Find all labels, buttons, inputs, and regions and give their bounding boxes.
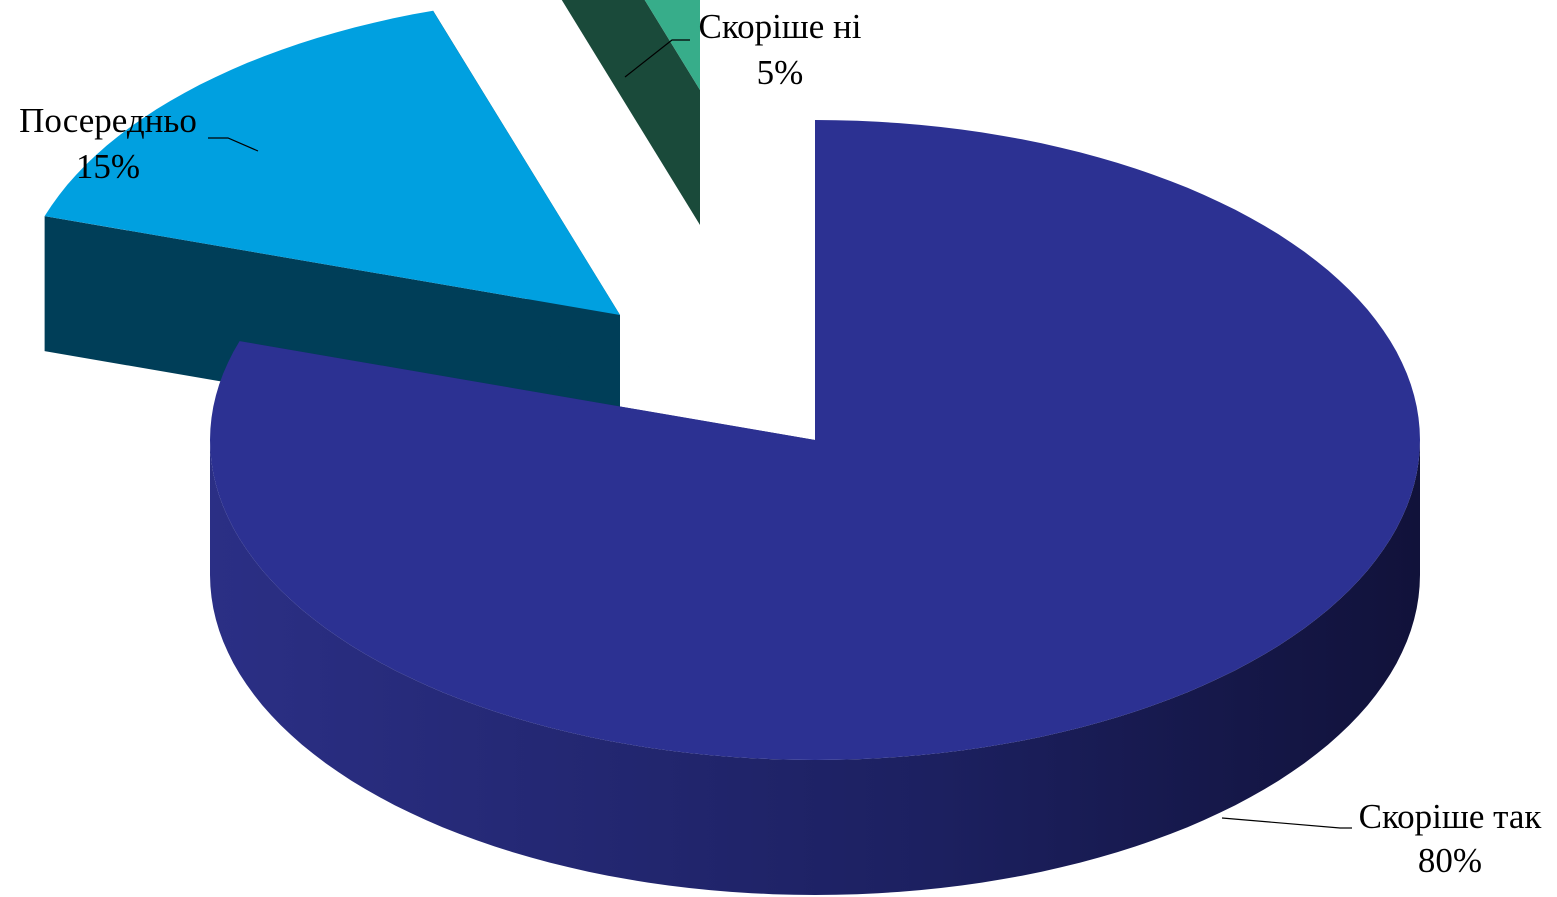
slices-layer bbox=[44, 0, 1420, 895]
leader-line bbox=[624, 39, 690, 78]
slice-value: 80% bbox=[1418, 841, 1482, 880]
slice-side bbox=[210, 440, 1420, 895]
data-label-1: Посередньо 15% bbox=[19, 101, 259, 186]
data-label-2: Скоріше ні 5% bbox=[624, 7, 862, 92]
slice-value: 5% bbox=[757, 53, 804, 92]
slice-label: Скоріше ні bbox=[699, 7, 862, 46]
slice-wall bbox=[561, 0, 700, 225]
slice-top bbox=[44, 10, 621, 315]
slice-value: 15% bbox=[76, 147, 140, 186]
slice-label: Посередньо bbox=[19, 101, 197, 140]
leader-line bbox=[208, 137, 259, 152]
labels-layer: Скоріше так 80% Посередньо 15% Скоріше ні 5% bbox=[19, 7, 1542, 880]
pie-slice-0 bbox=[210, 120, 1420, 895]
leader-line bbox=[1221, 817, 1352, 829]
slice-top bbox=[644, 0, 700, 90]
pie-slice-2 bbox=[561, 0, 700, 225]
data-label-0: Скоріше так 80% bbox=[1221, 797, 1543, 880]
slice-top bbox=[210, 120, 1420, 760]
slice-label: Скоріше так bbox=[1359, 797, 1543, 836]
